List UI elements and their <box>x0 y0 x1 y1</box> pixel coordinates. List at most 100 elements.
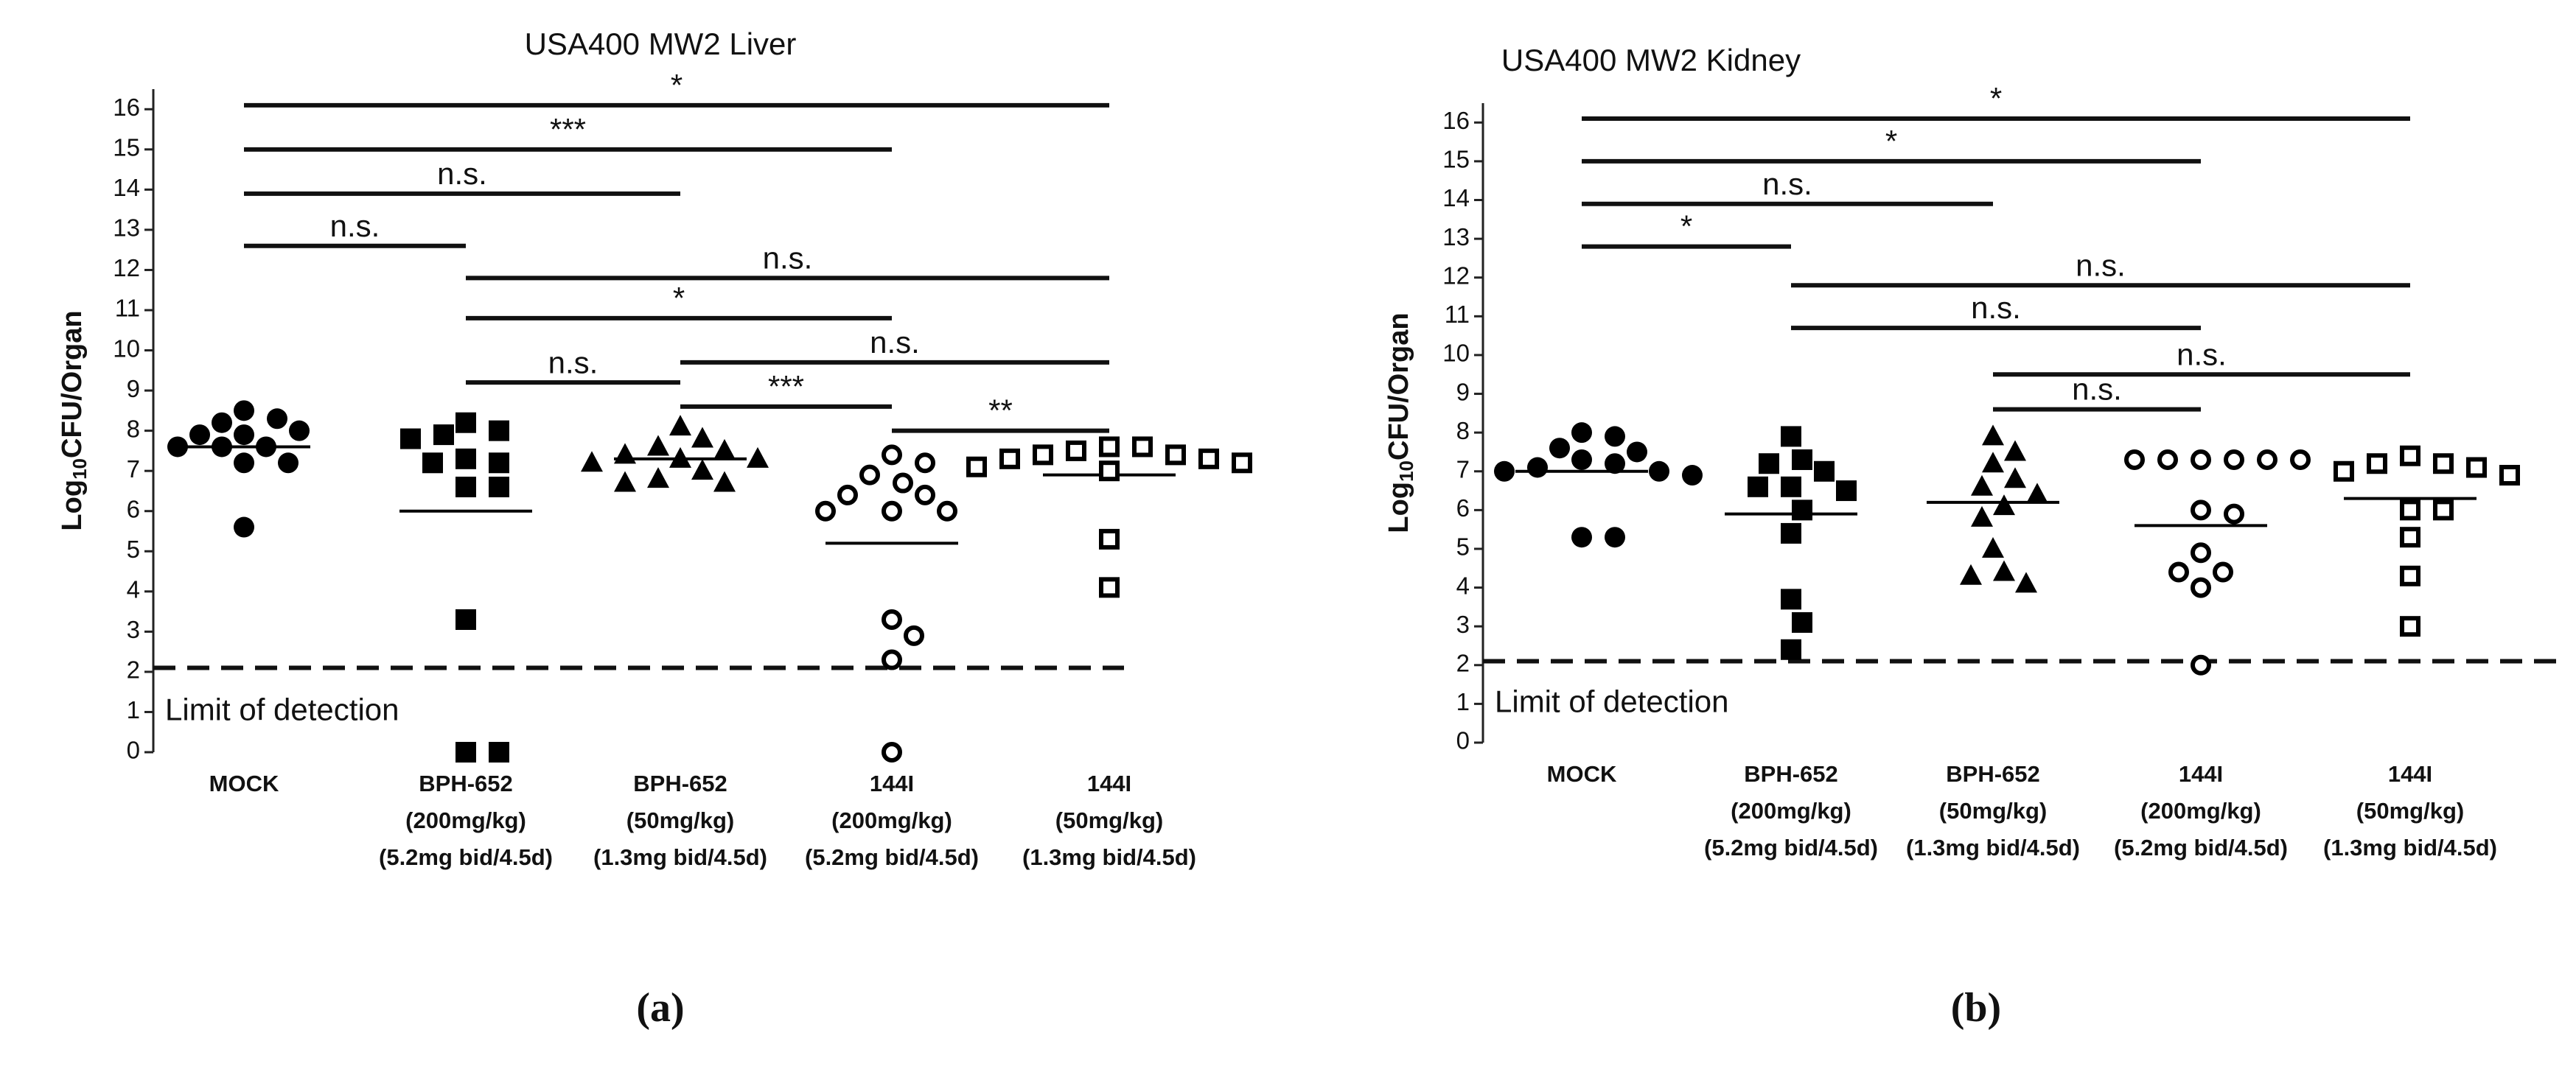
y-tick-label: 14 <box>1442 184 1470 211</box>
data-point <box>882 444 902 466</box>
data-point <box>1605 453 1625 474</box>
data-point <box>904 625 924 646</box>
limit-of-detection-label: Limit of detection <box>165 693 399 727</box>
significance-label: n.s. <box>1971 290 2021 325</box>
y-tick-label: 9 <box>127 375 140 402</box>
y-tick-label: 15 <box>113 134 140 161</box>
data-point <box>966 456 987 477</box>
data-point <box>1232 452 1252 474</box>
data-point <box>1605 426 1625 447</box>
y-tick-label: 11 <box>1445 301 1470 328</box>
data-point <box>882 742 902 763</box>
data-point <box>1571 527 1592 548</box>
data-point <box>2191 577 2211 598</box>
y-tick-label: 7 <box>127 455 140 483</box>
data-point <box>647 467 669 488</box>
data-point <box>400 428 421 449</box>
data-point <box>1165 444 1186 466</box>
data-point <box>815 500 836 522</box>
x-tick-label: MOCK <box>209 771 279 796</box>
x-tick-label: (50mg/kg) <box>2356 798 2464 824</box>
y-tick-label: 4 <box>1456 572 1470 599</box>
data-point <box>837 484 858 505</box>
x-tick-label: (5.2mg bid/4.5d) <box>1704 835 1878 861</box>
data-point <box>1198 448 1219 469</box>
data-point <box>2290 449 2311 470</box>
data-point <box>212 436 232 458</box>
data-point <box>1527 457 1548 478</box>
significance-label: * <box>1990 81 2002 116</box>
data-point <box>937 500 957 522</box>
panel-label: (b) <box>1951 985 2001 1031</box>
significance-label: n.s. <box>870 325 920 360</box>
significance-label: n.s. <box>330 208 380 243</box>
data-point <box>234 400 254 421</box>
significance-label: n.s. <box>548 345 598 379</box>
y-tick-label: 9 <box>1456 378 1470 405</box>
y-tick-label: 13 <box>113 214 140 242</box>
data-point <box>2367 453 2387 474</box>
data-point <box>2466 457 2487 478</box>
data-point <box>455 609 476 630</box>
x-tick-label: (200mg/kg) <box>831 807 952 833</box>
x-tick-label: (5.2mg bid/4.5d) <box>379 844 553 870</box>
y-tick-label: 5 <box>127 536 140 563</box>
data-point <box>489 477 509 497</box>
x-tick-label: 144I <box>1087 771 1131 796</box>
data-point <box>2257 449 2277 470</box>
y-label-prefix: Log <box>57 480 88 531</box>
y-label-suffix: CFU/Organ <box>57 310 88 458</box>
data-point <box>2433 453 2454 474</box>
data-point <box>747 446 769 468</box>
data-point <box>1781 522 1801 544</box>
data-point <box>1781 639 1801 660</box>
data-point <box>1781 426 1801 447</box>
y-tick-label: 16 <box>113 94 140 121</box>
data-point <box>1099 577 1120 598</box>
data-point <box>1033 444 1053 466</box>
y-tick-label: 13 <box>1442 223 1470 250</box>
data-point <box>1759 453 1779 474</box>
data-point <box>2400 527 2420 548</box>
significance-label: n.s. <box>437 156 487 191</box>
data-point <box>669 415 691 436</box>
data-point <box>234 424 254 446</box>
y-tick-label: 8 <box>127 415 140 442</box>
data-point <box>455 742 476 763</box>
chart-title: USA400 MW2 Liver <box>525 27 797 61</box>
data-point <box>1748 476 1768 497</box>
data-point <box>915 484 935 505</box>
y-label-prefix: Log <box>1383 482 1414 533</box>
data-point <box>1099 436 1120 458</box>
data-point <box>2191 542 2211 564</box>
x-tick-label: (5.2mg bid/4.5d) <box>2114 835 2288 861</box>
y-tick-label: 3 <box>1456 611 1470 638</box>
data-point <box>234 452 254 474</box>
data-point <box>278 452 299 474</box>
data-point <box>1781 476 1801 497</box>
data-point <box>1792 500 1812 521</box>
data-point <box>1982 424 2004 446</box>
y-tick-label: 1 <box>127 696 140 723</box>
data-point <box>1993 494 2015 516</box>
data-point <box>893 472 913 494</box>
data-point <box>2224 503 2244 525</box>
y-tick-label: 1 <box>1456 688 1470 715</box>
y-tick-label: 11 <box>115 295 140 322</box>
y-tick-label: 8 <box>1456 417 1470 444</box>
data-point <box>2400 445 2420 466</box>
data-point <box>1971 474 1993 496</box>
data-point <box>1066 440 1086 461</box>
x-tick-label: BPH-652 <box>419 771 513 796</box>
y-tick-label: 2 <box>1456 650 1470 677</box>
x-tick-label: (200mg/kg) <box>1731 798 1851 824</box>
data-point <box>1099 460 1120 482</box>
data-point <box>1971 505 1993 527</box>
x-tick-label: 144I <box>2388 761 2432 787</box>
y-tick-label: 7 <box>1456 455 1470 483</box>
data-point <box>2191 500 2211 521</box>
data-point <box>2433 500 2454 521</box>
data-point <box>167 436 188 458</box>
significance-label: n.s. <box>1762 167 1812 201</box>
y-tick-label: 16 <box>1442 107 1470 134</box>
